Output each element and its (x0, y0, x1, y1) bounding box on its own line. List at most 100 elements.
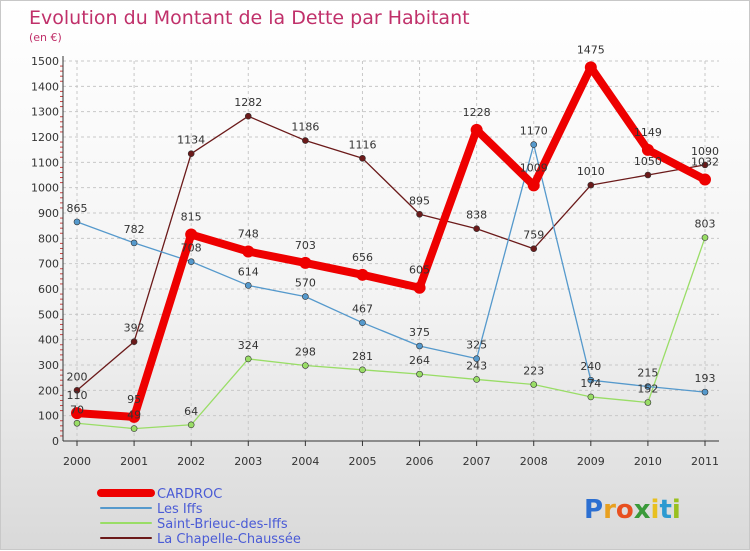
data-label-les-iffs: 215 (637, 367, 658, 380)
point-saint-brieuc-des-iffs (73, 419, 81, 427)
point-cardroc (185, 228, 198, 241)
data-label-saint-brieuc-des-iffs: 152 (637, 382, 658, 395)
point-les-iffs (130, 239, 138, 247)
x-tick-label: 2003 (234, 455, 262, 468)
point-cardroc (299, 256, 312, 269)
logo-text: Proxiti (584, 495, 681, 525)
y-tick-label: 100 (38, 410, 59, 423)
y-tick-label: 1000 (31, 182, 59, 195)
data-label-les-iffs: 614 (238, 265, 259, 278)
y-tick-label: 1200 (31, 131, 59, 144)
point-saint-brieuc-des-iffs (701, 234, 709, 241)
data-label-saint-brieuc-des-iffs: 70 (70, 403, 84, 416)
legend-label: CARDROC (157, 487, 222, 502)
x-tick-label: 2007 (463, 455, 491, 468)
data-label-saint-brieuc-des-iffs: 803 (695, 218, 716, 231)
point-saint-brieuc-des-iffs (644, 399, 652, 406)
x-tick-label: 2004 (291, 455, 319, 468)
data-label-les-iffs: 865 (67, 202, 88, 215)
grid-lines (63, 60, 719, 442)
logo-letter: i (651, 495, 660, 525)
data-label-les-iffs: 1170 (520, 125, 548, 138)
point-cardroc (641, 143, 654, 156)
data-label-cardroc: 656 (352, 251, 373, 264)
point-la-chapelle-chaussee (587, 181, 595, 189)
point-la-chapelle-chaussee (302, 137, 309, 144)
data-label-cardroc: 1032 (691, 156, 719, 169)
data-label-cardroc: 1009 (520, 161, 548, 174)
data-label-saint-brieuc-des-iffs: 64 (184, 405, 198, 418)
data-label-la-chapelle-chaussee: 1282 (234, 96, 262, 109)
point-la-chapelle-chaussee (701, 161, 709, 169)
point-cardroc (584, 61, 597, 74)
data-label-les-iffs: 570 (295, 277, 316, 290)
point-les-iffs (587, 376, 595, 384)
point-les-iffs (701, 388, 709, 396)
y-tick-label: 300 (38, 359, 59, 372)
data-label-cardroc: 605 (409, 264, 430, 277)
point-les-iffs (244, 282, 252, 289)
point-la-chapelle-chaussee (187, 150, 195, 158)
data-label-les-iffs: 375 (409, 326, 430, 339)
y-tick-label: 600 (38, 283, 59, 296)
data-label-cardroc: 703 (295, 239, 316, 252)
data-label-la-chapelle-chaussee: 200 (67, 370, 88, 383)
x-tick-label: 2002 (177, 455, 205, 468)
series-line-saint-brieuc-des-iffs (76, 236, 706, 430)
logo-letter: r (603, 495, 616, 525)
point-les-iffs (359, 319, 366, 326)
point-les-iffs (530, 141, 538, 148)
data-label-la-chapelle-chaussee: 1010 (577, 165, 605, 178)
point-cardroc (356, 268, 369, 281)
y-tick-label: 1300 (31, 106, 59, 119)
data-label-la-chapelle-chaussee: 895 (409, 194, 430, 207)
data-labels: 200 392 1134 1282 1186 1116 895 838 759 1010 1050 1… (67, 43, 720, 421)
point-la-chapelle-chaussee (73, 387, 81, 394)
data-label-saint-brieuc-des-iffs: 223 (523, 365, 544, 378)
y-tick-label: 1100 (31, 156, 59, 169)
point-cardroc (470, 123, 483, 136)
y-tick-label: 700 (38, 258, 59, 271)
data-label-la-chapelle-chaussee: 1116 (348, 138, 376, 151)
x-tick-label: 2005 (348, 455, 376, 468)
axes: 0 100 200 300 400 500 600 700 800 900 1000 1100 1200… (31, 55, 719, 468)
x-tick-label: 2006 (406, 455, 434, 468)
data-label-les-iffs: 193 (695, 372, 716, 385)
data-label-les-iffs: 708 (181, 242, 202, 255)
data-label-cardroc: 110 (67, 389, 88, 402)
data-label-la-chapelle-chaussee: 1050 (634, 155, 662, 168)
series-lines (71, 61, 711, 432)
point-la-chapelle-chaussee (130, 338, 138, 345)
point-cardroc (128, 410, 141, 423)
data-label-saint-brieuc-des-iffs: 281 (352, 350, 373, 363)
data-label-la-chapelle-chaussee: 1134 (177, 134, 205, 147)
data-label-saint-brieuc-des-iffs: 324 (238, 339, 259, 352)
point-les-iffs (416, 342, 423, 350)
x-tick-label: 2010 (634, 455, 662, 468)
data-label-la-chapelle-chaussee: 838 (466, 209, 487, 222)
data-label-les-iffs: 240 (580, 360, 601, 373)
point-la-chapelle-chaussee (530, 245, 538, 253)
point-saint-brieuc-des-iffs (244, 355, 252, 363)
logo-letter: i (672, 495, 681, 525)
data-label-les-iffs: 782 (124, 223, 145, 236)
data-label-la-chapelle-chaussee: 392 (124, 322, 145, 335)
x-tick-label: 2011 (691, 455, 719, 468)
series-line-cardroc (73, 63, 709, 421)
point-cardroc (527, 179, 540, 192)
logo-letter: P (584, 495, 603, 525)
data-label-la-chapelle-chaussee: 1186 (291, 121, 319, 134)
point-les-iffs (644, 383, 652, 390)
logo-letter: t (659, 495, 671, 525)
data-label-cardroc: 95 (127, 393, 141, 406)
data-label-les-iffs: 467 (352, 303, 373, 316)
y-tick-label: 900 (38, 207, 59, 220)
point-la-chapelle-chaussee (416, 210, 423, 218)
logo-letter: x (634, 495, 651, 525)
x-tick-label: 2009 (577, 455, 605, 468)
point-cardroc (413, 281, 426, 294)
y-tick-label: 800 (38, 232, 59, 245)
